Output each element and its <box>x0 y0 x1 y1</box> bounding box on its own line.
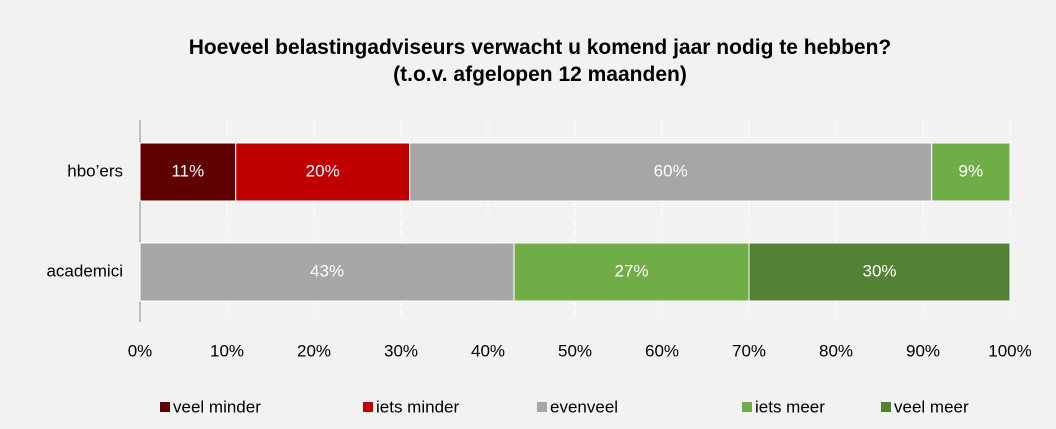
x-tick-label: 40% <box>471 341 505 360</box>
data-label: 30% <box>862 261 896 280</box>
bar-segment <box>513 242 750 302</box>
legend-label: veel minder <box>173 397 261 416</box>
y-tick-label: hbo’ers <box>67 161 123 180</box>
x-tick-label: 20% <box>297 341 331 360</box>
legend-marker <box>363 402 373 412</box>
data-label: 20% <box>306 161 340 180</box>
legend-label: evenveel <box>550 397 618 416</box>
legend-marker <box>742 402 752 412</box>
legend-marker <box>160 402 170 412</box>
bar-segment <box>931 142 1011 202</box>
data-label: 9% <box>959 161 984 180</box>
data-label: 43% <box>310 261 344 280</box>
x-tick-label: 100% <box>988 341 1031 360</box>
data-label: 60% <box>654 161 688 180</box>
legend-label: iets meer <box>755 397 825 416</box>
x-tick-label: 90% <box>906 341 940 360</box>
x-tick-label: 10% <box>210 341 244 360</box>
legend-label: veel meer <box>894 397 969 416</box>
x-tick-label: 80% <box>819 341 853 360</box>
legend-marker <box>537 402 547 412</box>
x-tick-label: 70% <box>732 341 766 360</box>
legend-marker <box>881 402 891 412</box>
x-tick-label: 60% <box>645 341 679 360</box>
bar-segment <box>748 242 1011 302</box>
legend-label: iets minder <box>376 397 459 416</box>
chart-title: Hoeveel belastingadviseurs verwacht u ko… <box>189 36 892 86</box>
bar-segment <box>139 242 515 302</box>
bar-segment <box>409 142 933 202</box>
data-label: 27% <box>615 261 649 280</box>
data-label: 11% <box>171 161 204 180</box>
x-tick-label: 30% <box>384 341 418 360</box>
y-tick-label: academici <box>46 261 123 280</box>
x-tick-label: 50% <box>558 341 592 360</box>
x-tick-label: 0% <box>128 341 153 360</box>
